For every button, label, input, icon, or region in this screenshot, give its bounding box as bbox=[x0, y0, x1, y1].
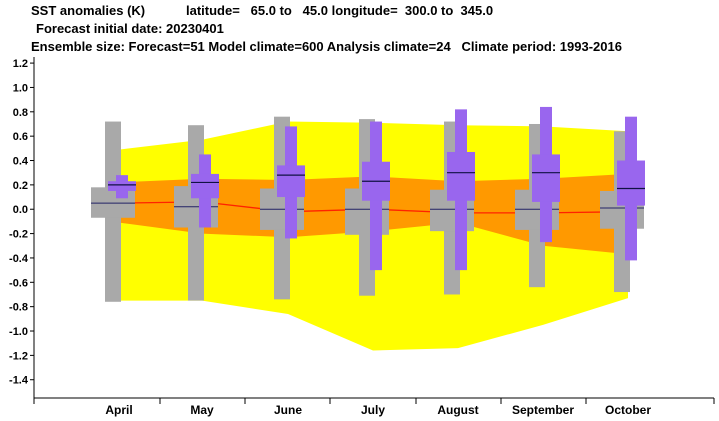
y-tick-label: -0.2 bbox=[9, 229, 28, 241]
x-tick-label-august: August bbox=[437, 403, 478, 417]
y-tick-label: -1.2 bbox=[9, 350, 28, 362]
forecast-box-august bbox=[447, 151, 475, 201]
initial-date-label: Forecast initial date: 20230401 bbox=[36, 21, 224, 36]
x-tick-label-may: May bbox=[190, 403, 214, 417]
y-tick-label: 1.0 bbox=[13, 82, 28, 94]
forecast-box-june bbox=[277, 165, 305, 198]
box-plots bbox=[91, 106, 645, 302]
climate-box-april bbox=[91, 187, 135, 218]
y-tick-label: -1.0 bbox=[9, 326, 28, 338]
y-tick-label: -0.8 bbox=[9, 302, 28, 314]
forecast-box-may bbox=[191, 173, 219, 199]
x-tick-label-october: October bbox=[605, 403, 651, 417]
x-tick-label-july: July bbox=[361, 403, 385, 417]
region-label: latitude= 65.0 to 45.0 longitude= 300.0 … bbox=[186, 3, 494, 18]
x-tick-label-september: September bbox=[512, 403, 574, 417]
y-tick-label: -0.6 bbox=[9, 277, 28, 289]
chart-title: SST anomalies (K) bbox=[31, 3, 146, 18]
y-tick-label: 0.6 bbox=[13, 131, 28, 143]
y-tick-label: 0.8 bbox=[13, 107, 28, 119]
y-tick-label: 0.0 bbox=[13, 204, 28, 216]
y-tick-label: 1.2 bbox=[13, 58, 28, 70]
chart-header: SST anomalies (K) latitude= 65.0 to 45.0… bbox=[0, 0, 719, 60]
chart-axes: 1.2 1.0 0.8 0.6 0.4 0.2 0.0 -0.2 -0.4 -0.6 -0.8 -1.… bbox=[9, 57, 715, 417]
forecast-box-september bbox=[532, 154, 560, 202]
y-tick-label: -1.4 bbox=[9, 375, 29, 387]
forecast-box-october bbox=[617, 160, 645, 206]
y-tick-label: -0.4 bbox=[9, 253, 29, 265]
forecast-box-april bbox=[108, 181, 136, 191]
x-tick-label-june: June bbox=[274, 403, 302, 417]
ensemble-label: Ensemble size: Forecast=51 Model climate… bbox=[31, 39, 622, 54]
y-tick-label: 0.2 bbox=[13, 180, 28, 192]
x-tick-label-april: April bbox=[105, 403, 132, 417]
y-tick-label: 0.4 bbox=[13, 156, 29, 168]
